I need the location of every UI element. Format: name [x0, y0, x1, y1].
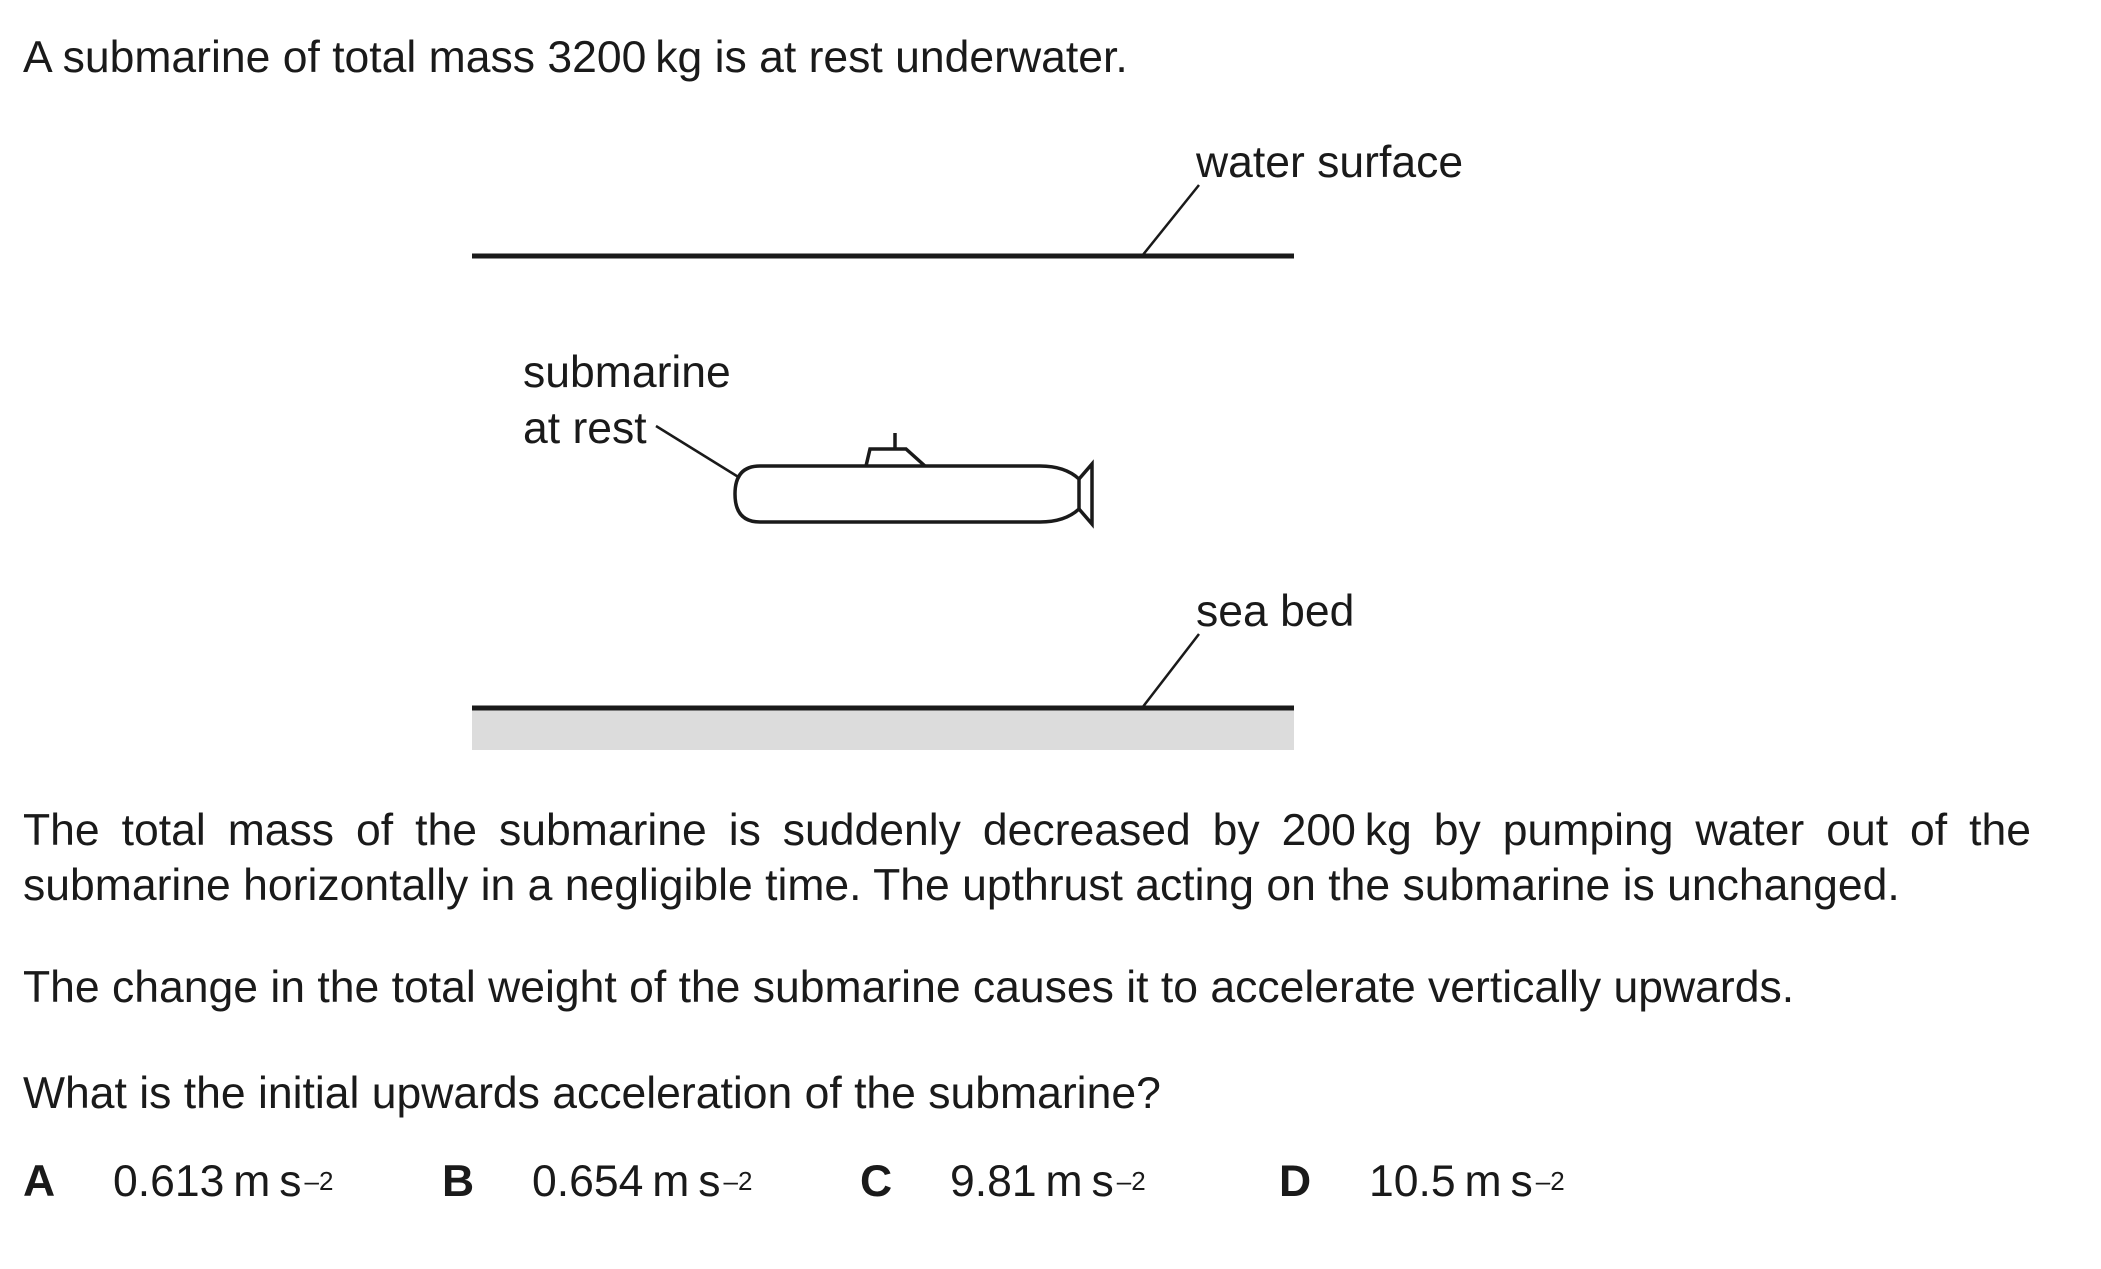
- option-b[interactable]: B 0.654 m s –2: [442, 1157, 753, 1206]
- option-c[interactable]: C 9.81 m s –2: [860, 1157, 1146, 1206]
- sea-bed-ground: [472, 708, 1294, 750]
- option-c-exponent: –2: [1116, 1166, 1146, 1196]
- option-a[interactable]: A 0.613 m s –2: [23, 1157, 334, 1206]
- submarine-tower: [864, 447, 927, 468]
- option-b-letter: B: [442, 1157, 475, 1206]
- submarine-tail: [1077, 459, 1094, 529]
- submarine-diagram: water surface submarine at rest sea bed: [472, 138, 1463, 750]
- option-b-exponent: –2: [723, 1166, 753, 1196]
- submarine-leader: [655, 424, 741, 480]
- option-a-letter: A: [23, 1157, 56, 1206]
- option-c-letter: C: [860, 1157, 893, 1206]
- option-a-value: 0.613 m s: [113, 1157, 302, 1206]
- water-surface-leader: [1141, 184, 1200, 257]
- submarine: [733, 433, 1094, 529]
- option-d[interactable]: D 10.5 m s –2: [1279, 1157, 1565, 1206]
- question-paragraph-1-line-2: submarine horizontally in a negligible t…: [23, 861, 1900, 910]
- question-prompt: What is the initial upwards acceleration…: [23, 1069, 1161, 1118]
- question-paragraph-2: The change in the total weight of the su…: [23, 963, 1795, 1012]
- option-c-value: 9.81 m s: [950, 1157, 1114, 1206]
- question-paragraph-1-line-1: The total mass of the submarine is sudde…: [23, 806, 2031, 855]
- question-intro: A submarine of total mass 3200 kg is at …: [23, 33, 1128, 82]
- option-d-letter: D: [1279, 1157, 1312, 1206]
- water-surface-label: water surface: [1195, 138, 1463, 187]
- submarine-label-line1: submarine: [523, 348, 731, 397]
- option-d-value: 10.5 m s: [1369, 1157, 1533, 1206]
- submarine-label-line2: at rest: [523, 404, 647, 453]
- submarine-hull: [733, 464, 1081, 524]
- sea-bed-leader: [1141, 633, 1200, 709]
- option-d-exponent: –2: [1535, 1166, 1565, 1196]
- option-a-exponent: –2: [304, 1166, 334, 1196]
- option-b-value: 0.654 m s: [532, 1157, 721, 1206]
- sea-bed-label: sea bed: [1196, 587, 1354, 636]
